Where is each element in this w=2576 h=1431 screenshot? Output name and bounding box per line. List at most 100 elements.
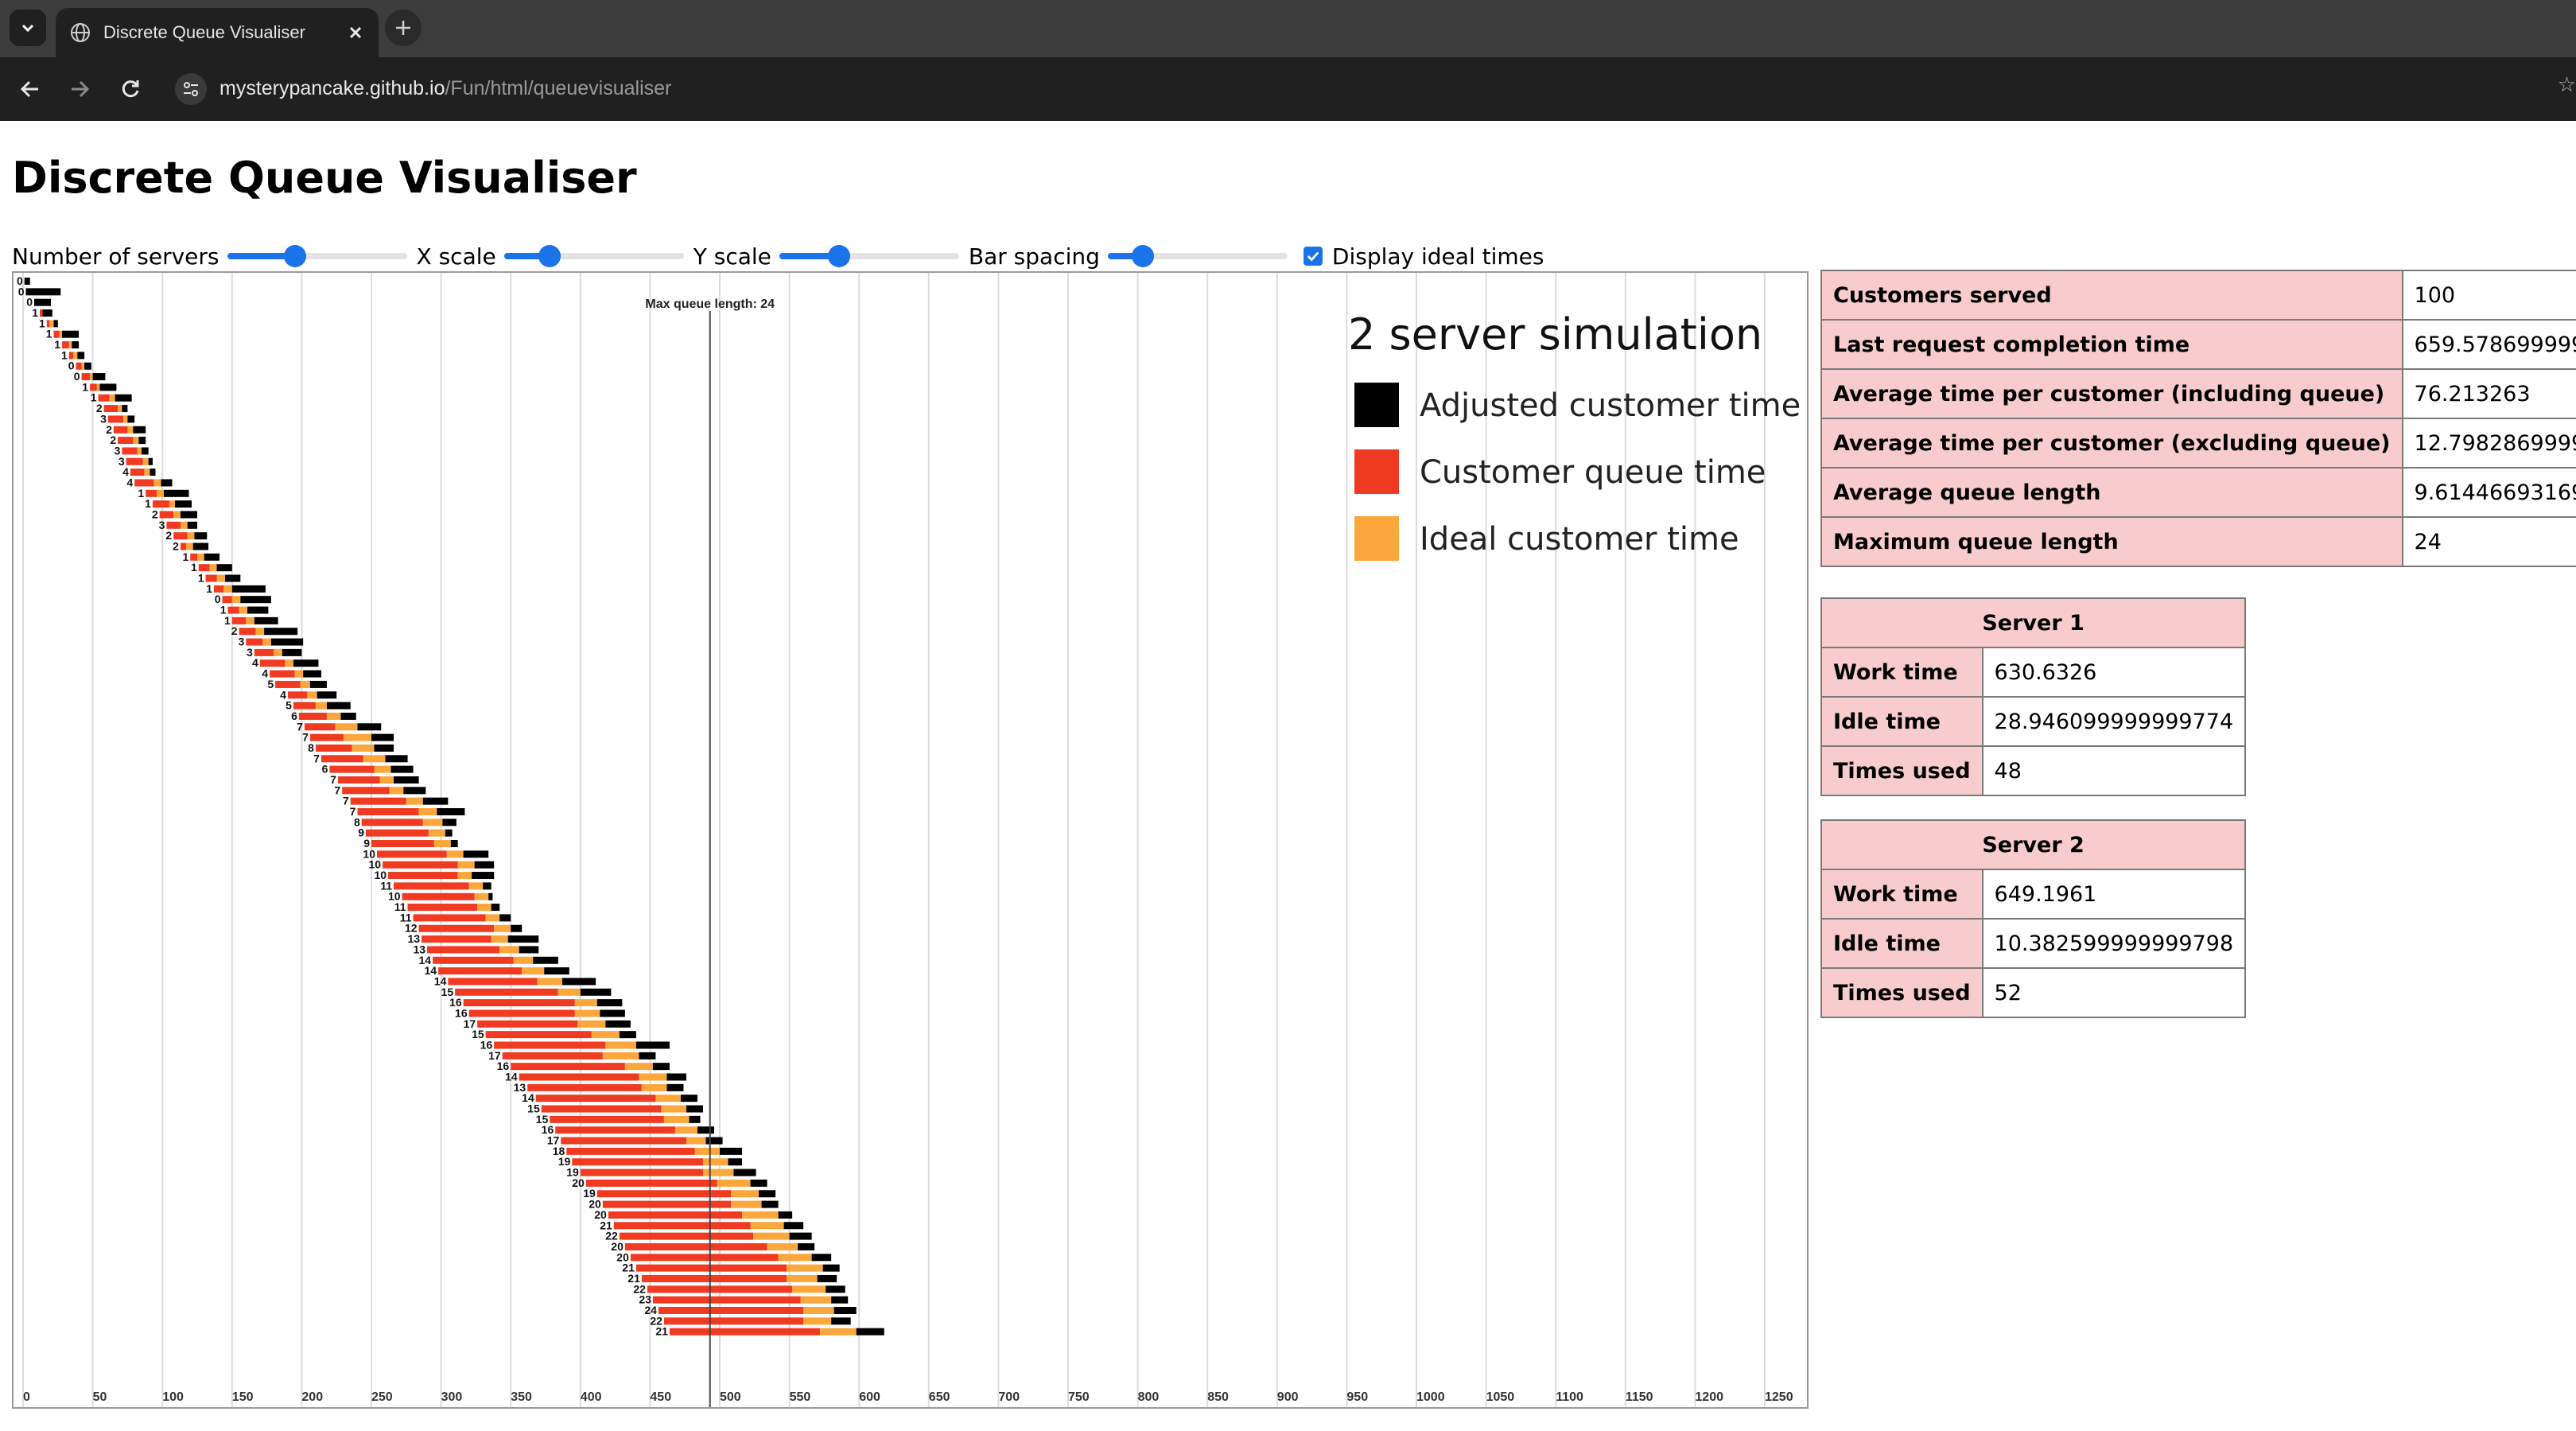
ideal-bar [457,872,472,880]
address-bar[interactable]: mysterypancake.github.io/Fun/html/queuev… [167,65,2576,113]
queue-bar [122,447,138,455]
queue-bar [173,532,188,540]
queue-bar [81,373,91,381]
queue-bar [418,924,495,932]
ideal-bar [641,1083,667,1091]
queue-length-label: 8 [354,815,360,828]
x-tick-label: 400 [581,1390,602,1404]
adjusted-bar [163,489,189,497]
url-text[interactable]: mysterypancake.github.io/Fun/html/queuev… [220,77,671,100]
ideal-bar [624,1063,653,1071]
summary-value: 24 [2401,516,2576,567]
queue-length-label: 2 [231,624,238,637]
back-button[interactable] [14,73,46,105]
ideal-bar [574,999,597,1007]
ideal-bar [750,1222,784,1230]
active-tab[interactable]: Discrete Queue Visualiser [56,8,379,57]
adjusted-bar [180,511,197,519]
reload-button[interactable] [115,73,146,105]
site-info-button[interactable] [175,73,207,105]
queue-length-label: 3 [115,444,121,457]
queue-length-label: 1 [82,380,88,393]
new-tab-button[interactable] [385,10,422,46]
reload-icon [122,80,139,98]
x-tick-label: 500 [720,1390,741,1404]
x-tick-label: 550 [790,1390,811,1404]
adjusted-bar [422,797,449,805]
adjusted-bar [507,935,539,943]
queue-length-label: 7 [330,773,336,786]
ideal-times-checkbox[interactable] [1303,247,1323,266]
queue-bar [293,702,316,710]
ideal-bar [674,1126,697,1134]
ideal-bar [558,988,581,996]
ideal-bar [73,352,78,360]
queue-bar [468,1009,575,1017]
ideal-bar [686,1137,706,1145]
queue-bar [205,574,217,582]
adjusted-bar [317,691,337,699]
legend-label: Customer queue time [1420,454,1766,491]
adjusted-bar [562,978,596,986]
queue-bar [669,1328,821,1336]
adjusted-bar [24,278,30,285]
queue-length-label: 7 [334,784,340,796]
adjusted-bar [403,787,426,795]
x-tick-label: 1000 [1416,1390,1445,1404]
queue-length-label: 0 [17,274,23,287]
adjusted-bar [62,330,80,338]
ideal-bar [422,819,443,826]
queue-length-label: 3 [247,646,253,659]
adjusted-bar [225,574,241,582]
arrow-right-icon [72,80,90,98]
queue-bar [107,415,124,423]
ideal-bar [446,850,464,858]
queue-bar [53,330,60,338]
ideal-bar [787,1264,823,1272]
adjusted-bar [394,776,419,784]
yscale-slider[interactable] [779,242,959,270]
ideal-bar [800,1296,832,1304]
adjusted-bar [600,1009,625,1017]
queue-length-label: 21 [622,1262,635,1274]
queue-bar [555,1126,675,1134]
ideal-bar [315,702,327,710]
controls-bar: Number of servers X scale Y scale Bar sp… [12,239,1544,274]
queue-bar [365,829,429,837]
forward-button[interactable] [64,73,95,105]
queue-bar [485,1031,592,1039]
adjusted-bar [264,628,298,636]
queue-length-label: 22 [633,1282,646,1295]
queue-bar [608,1211,743,1219]
queue-bar [535,1095,656,1102]
xscale-slider[interactable] [503,242,684,270]
queue-length-label: 2 [152,507,158,520]
queue-bar [152,500,169,508]
tab-close-button[interactable] [344,21,367,45]
adjusted-bar [161,479,173,487]
spacing-slider[interactable] [1107,242,1288,270]
queue-bar [180,542,186,550]
ideal-bar [591,1031,620,1039]
queue-length-label: 3 [159,519,165,531]
queue-length-label: 1 [191,561,197,574]
server-1-header: Server 1 [1820,597,2247,648]
adjusted-bar [53,320,58,328]
tab-search-button[interactable] [10,10,46,46]
adjusted-bar [720,1147,743,1155]
queue-length-label: 8 [308,741,314,754]
queue-length-label: 7 [343,795,349,807]
summary-value: 12.798286999999995 [2401,418,2576,469]
adjusted-bar [472,872,495,880]
x-tick-label: 350 [511,1390,532,1404]
adjusted-bar [463,850,489,858]
adjusted-bar [817,1274,837,1282]
queue-length-label: 3 [119,455,125,468]
adjusted-bar [697,1126,714,1134]
servers-slider[interactable] [227,242,407,270]
adjusted-bar [240,596,271,604]
queue-length-label: 15 [472,1028,484,1040]
adjusted-bar [204,553,220,561]
queue-length-label: 1 [198,572,204,585]
bookmark-star-icon[interactable]: ☆ [2557,73,2576,97]
